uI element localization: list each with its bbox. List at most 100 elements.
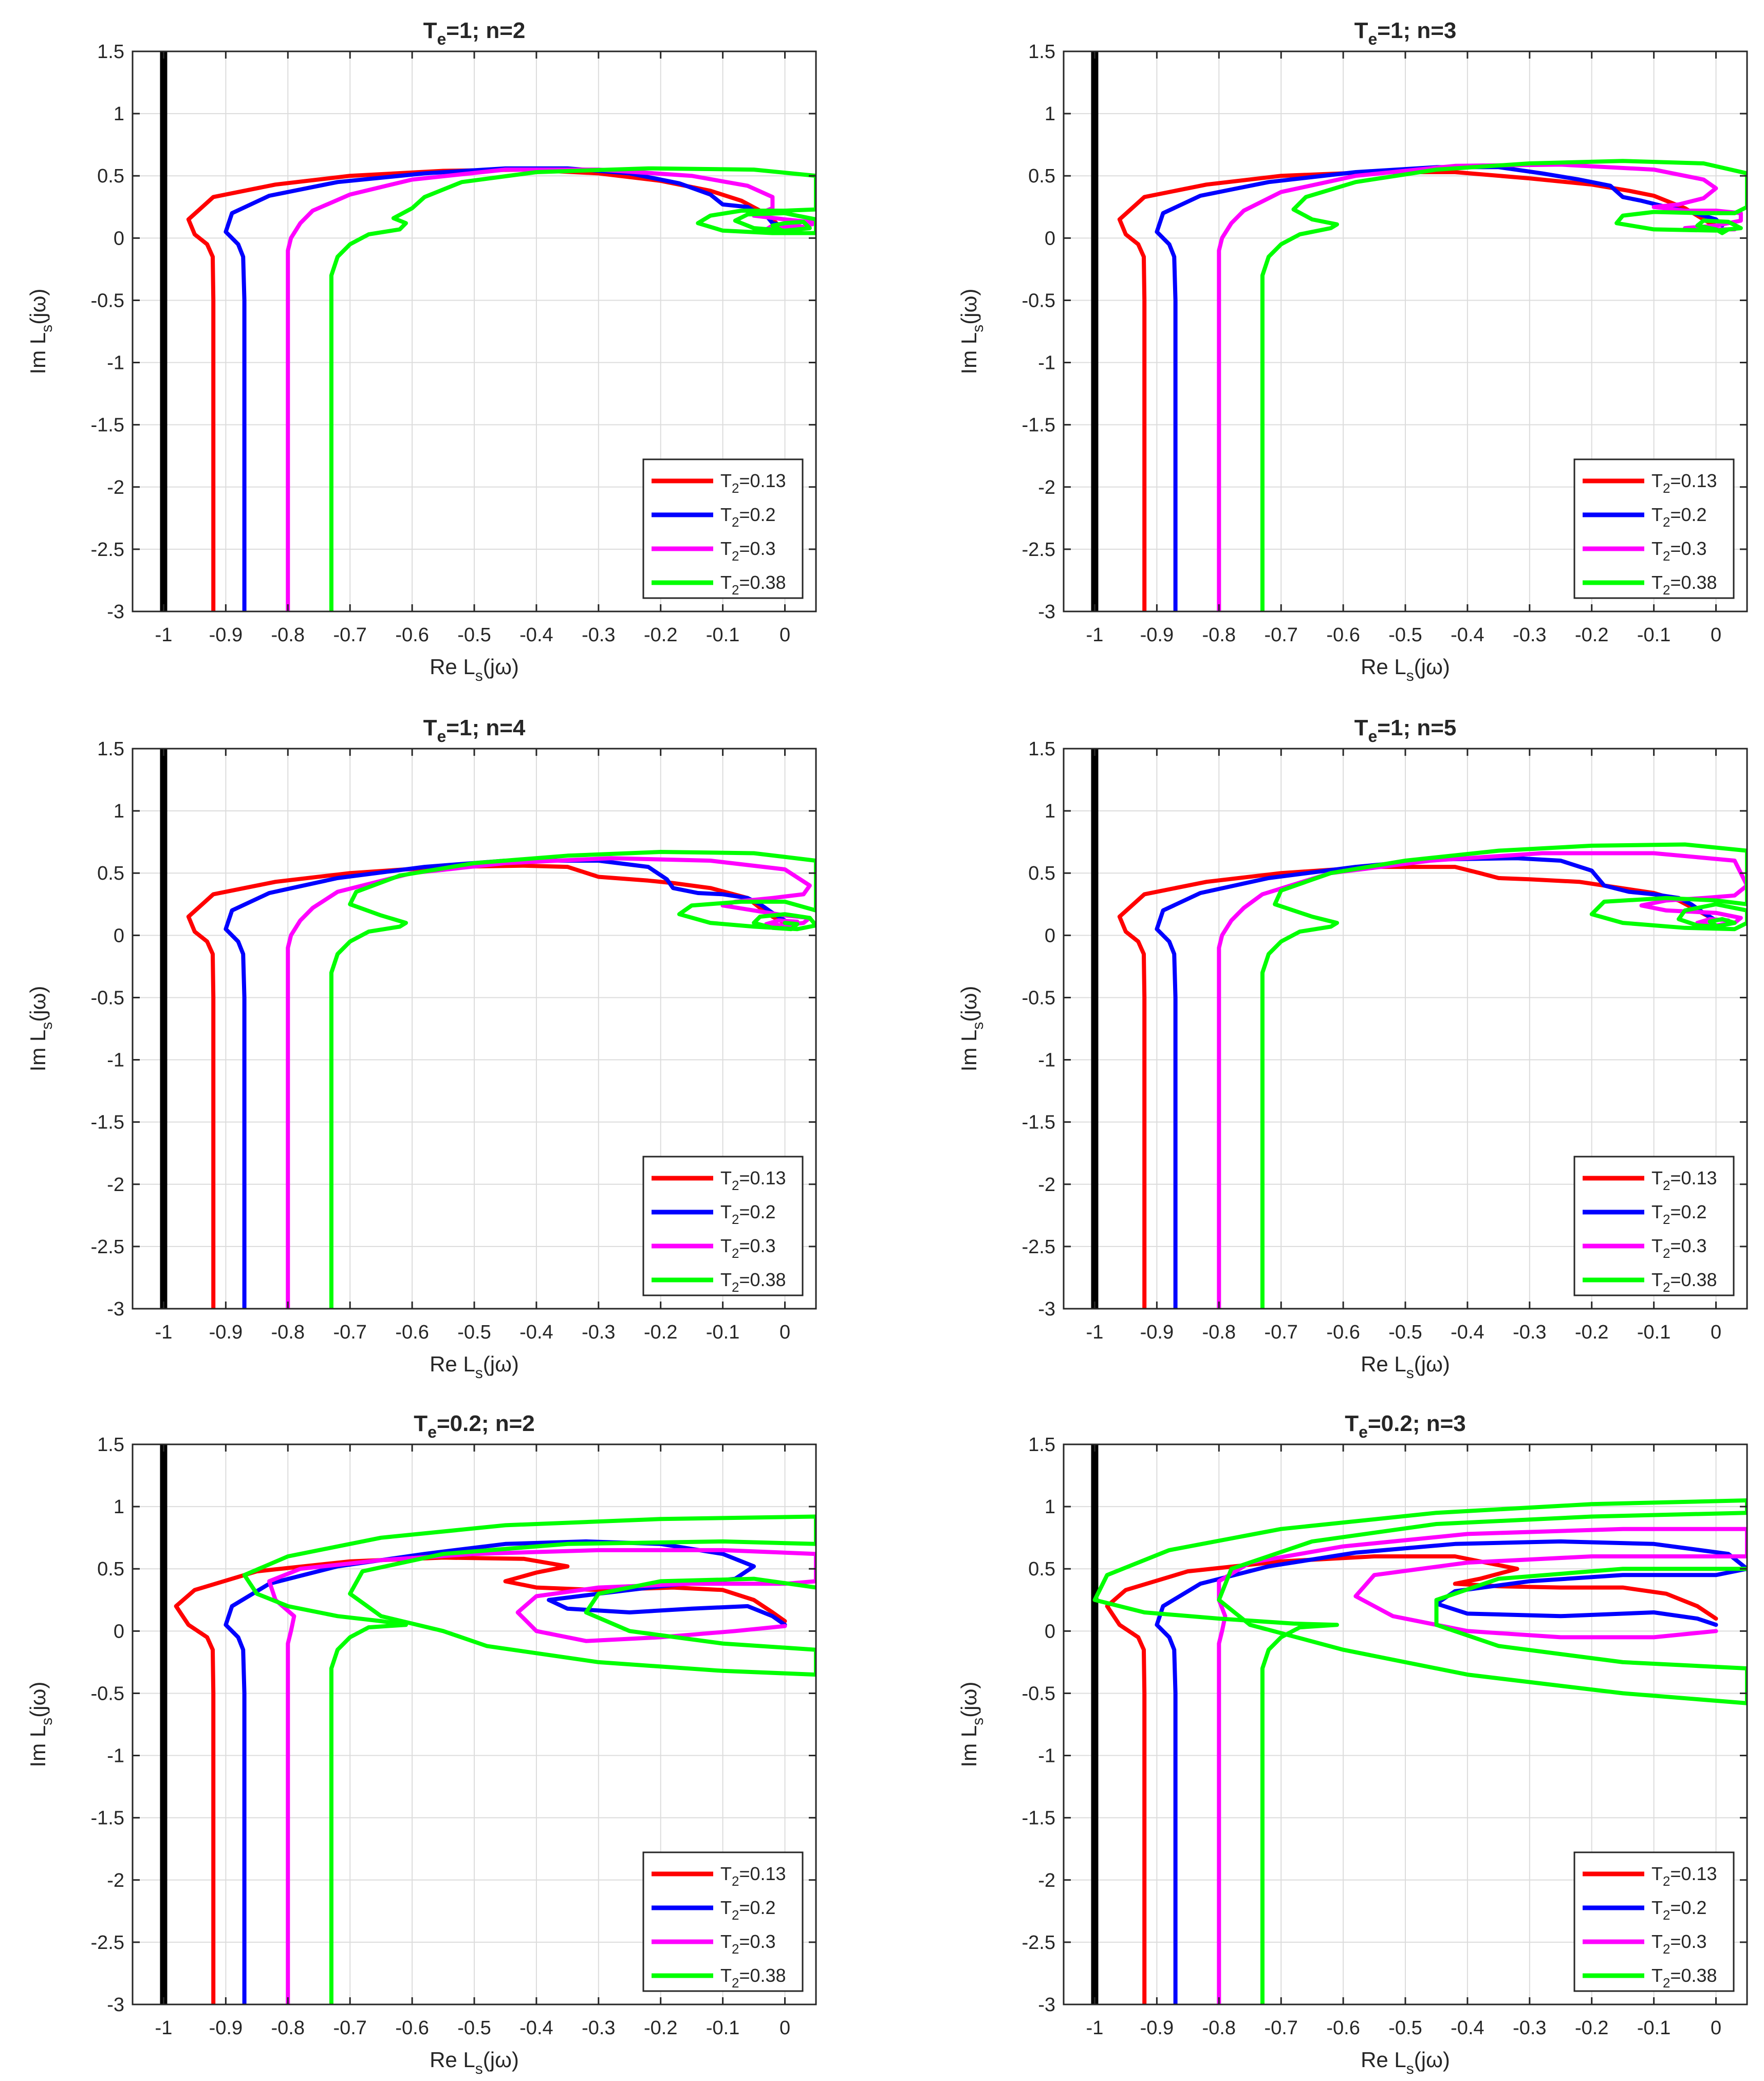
subscript: 2 [732, 582, 739, 598]
series-group [1117, 842, 1747, 1309]
chart-panel-3: -1 -0.9 -0.8 -0.7 -0.6 -0.5 -0.4 -0.3 -0.2 -0.1 0 1… [26, 715, 817, 1382]
y-tick-label: -1.5 [1022, 415, 1055, 436]
subscript: 2 [732, 1178, 739, 1193]
text-part: (jω) [957, 1682, 981, 1718]
y-tick-label: -2 [1038, 1870, 1055, 1891]
series-line-1 [174, 1555, 787, 2004]
text-part: Im L [26, 1725, 50, 1768]
subscript: 2 [732, 514, 739, 530]
text-part: Re L [1361, 2048, 1406, 2072]
text-part: T [720, 1897, 732, 1918]
text-part: T [1651, 1931, 1663, 1952]
x-tick-label: -0.6 [395, 624, 429, 646]
x-tick-label: -0.7 [333, 2017, 366, 2039]
text-part: T [720, 1269, 732, 1290]
text-part: =1; n=3 [1377, 18, 1456, 43]
legend-box [1573, 1851, 1735, 1992]
text-part: =0.13 [1670, 1863, 1717, 1884]
subscript: s [475, 1365, 483, 1382]
x-tick-label: -0.5 [457, 1322, 491, 1343]
x-tick-label: -0.6 [395, 2017, 429, 2039]
x-tick-label: -1 [1086, 624, 1104, 646]
subscript: 2 [732, 1941, 739, 1957]
subscript: 2 [732, 1907, 739, 1923]
x-tick-label: 0 [1711, 1322, 1721, 1343]
text-part: =0.2 [739, 504, 775, 525]
text-part: T [423, 715, 437, 740]
series-line-4 [329, 166, 816, 611]
y-tick-label: 1.5 [1028, 738, 1055, 760]
y-tick-label: -0.5 [1022, 290, 1055, 311]
legend-label-4: T2=0.38 [1651, 1965, 1717, 1991]
y-tick-label: -2 [1038, 477, 1055, 498]
x-tick-label: -0.2 [644, 2017, 677, 2039]
series-line-1 [1105, 1554, 1718, 2004]
text-part: T [1651, 1863, 1663, 1884]
y-tick-label: 0 [1045, 228, 1055, 249]
y-tick-label: -1 [1038, 1050, 1055, 1071]
text-part: (jω) [483, 655, 519, 679]
subscript: 2 [1663, 1246, 1670, 1261]
series-line-3 [267, 1548, 816, 2004]
text-part: (jω) [26, 1682, 50, 1718]
text-part: Im L [957, 332, 981, 375]
chart-title: Te=1; n=4 [423, 715, 526, 746]
subscript: s [1406, 1365, 1414, 1382]
y-tick-label: 1 [1045, 103, 1055, 125]
legend-label-3: T2=0.3 [720, 1235, 776, 1261]
x-tick-label: -0.9 [1140, 1322, 1174, 1343]
y-tick-label: -0.5 [91, 1683, 124, 1704]
subscript: s [970, 1718, 987, 1725]
legend-label-1: T2=0.13 [1651, 1167, 1717, 1193]
text-part: =0.13 [739, 470, 786, 491]
text-part: =0.2 [1670, 1897, 1706, 1918]
x-tick-label: -0.9 [1140, 2017, 1174, 2039]
subscript: 2 [1663, 1941, 1670, 1957]
text-part: =0.3 [1670, 538, 1706, 559]
legend-label-3: T2=0.3 [1651, 538, 1707, 564]
chart-panel-1: -1 -0.9 -0.8 -0.7 -0.6 -0.5 -0.4 -0.3 -0.2 -0.1 0 1… [26, 18, 817, 684]
text-part: T [1651, 1897, 1663, 1918]
series-line-4 [1092, 1498, 1747, 2004]
subscript: e [1368, 727, 1378, 746]
subscript: 2 [732, 1212, 739, 1227]
y-tick-label: 0.5 [1028, 863, 1055, 884]
text-part: =0.38 [739, 1269, 786, 1290]
text-part: T [423, 18, 437, 43]
text-part: Im L [26, 332, 50, 375]
x-tick-label: -1 [155, 1322, 173, 1343]
text-part: T [1651, 1965, 1663, 1986]
legend-label-2: T2=0.2 [720, 1897, 776, 1923]
text-part: (jω) [26, 289, 50, 325]
subscript: 2 [732, 480, 739, 496]
y-tick-label: -2.5 [91, 1932, 124, 1954]
x-axis-label: Re Ls(jω) [1361, 1352, 1450, 1382]
y-tick-label: 0.5 [97, 165, 124, 187]
y-tick-label: -1.5 [1022, 1112, 1055, 1134]
text-part: =0.13 [739, 1863, 786, 1884]
text-part: T [1354, 18, 1368, 43]
subscript: s [39, 1718, 55, 1725]
y-tick-label: -1 [107, 1050, 124, 1071]
subscript: 2 [732, 1246, 739, 1261]
subscript: s [475, 2060, 483, 2077]
subscript: s [39, 325, 55, 332]
y-tick-label: 0 [114, 228, 124, 249]
x-tick-label: -0.2 [644, 624, 677, 646]
x-tick-label: -0.5 [457, 2017, 491, 2039]
legend-label-1: T2=0.13 [1651, 470, 1717, 496]
y-tick-label: 1 [114, 801, 124, 822]
text-part: Re L [430, 2048, 475, 2072]
text-part: (jω) [483, 1352, 519, 1376]
subscript: 2 [1663, 548, 1670, 564]
x-tick-label: -0.1 [1637, 1322, 1670, 1343]
chart-title: Te=1; n=3 [1354, 18, 1457, 48]
text-part: (jω) [1414, 655, 1450, 679]
y-tick-label: -3 [107, 1298, 124, 1320]
x-tick-label: -0.6 [1326, 1322, 1360, 1343]
